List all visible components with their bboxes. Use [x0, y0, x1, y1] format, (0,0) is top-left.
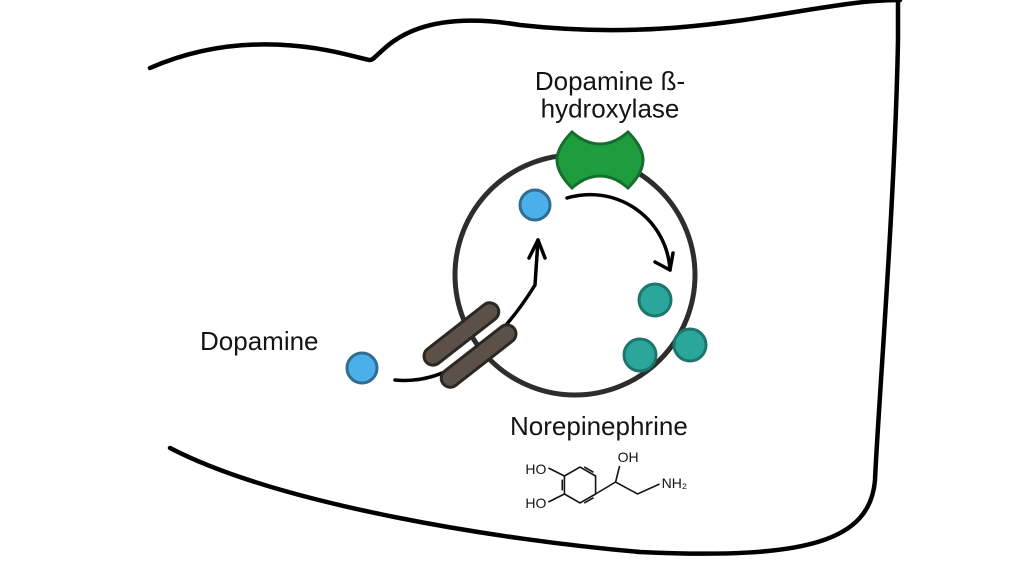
benzene-ring: [564, 467, 595, 503]
norepinephrine-molecule: [639, 284, 671, 316]
oh-bond: [616, 466, 620, 482]
dopamine-molecule: [347, 353, 377, 383]
side-chain: [596, 482, 660, 494]
norepinephrine-molecule: [624, 339, 656, 371]
diagram-canvas: Dopamine ß-hydroxylase Dopamine Norepine…: [0, 0, 1024, 576]
norepinephrine-label: Norepinephrine: [510, 411, 688, 441]
norepinephrine-molecule: [674, 329, 706, 361]
dopamine-label: Dopamine: [200, 326, 319, 356]
norepinephrine-structure: HO HO OH NH₂: [525, 449, 687, 511]
atom-label: NH₂: [662, 475, 688, 491]
enzyme-label: Dopamine ß-hydroxylase: [535, 66, 685, 123]
ho-bond: [548, 468, 564, 476]
dopamine-molecule: [520, 190, 550, 220]
atom-label: OH: [618, 449, 639, 465]
atom-label: HO: [525, 461, 546, 477]
atom-label: HO: [525, 495, 546, 511]
ho-bond: [548, 494, 564, 502]
outline-top: [150, 0, 900, 68]
